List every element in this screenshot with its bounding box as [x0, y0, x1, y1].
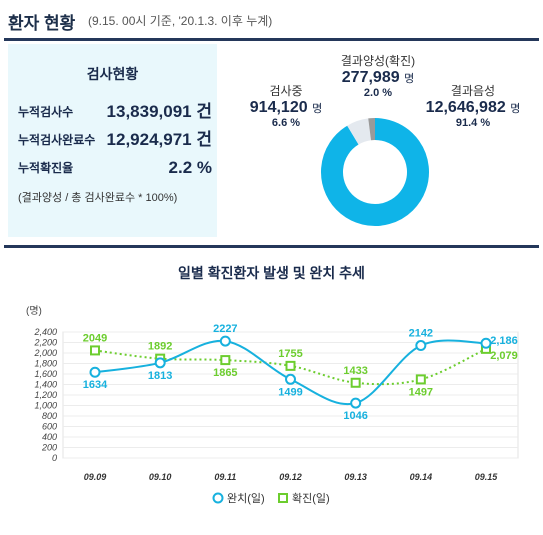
data-label-confirmed: 1892: [148, 341, 172, 353]
page-subtitle: (9.15. 00시 기준, '20.1.3. 이후 누계): [88, 14, 273, 28]
data-label-confirmed: 2049: [83, 332, 107, 344]
x-tick-label: 09.10: [149, 472, 172, 482]
negative-unit: 명: [510, 103, 521, 115]
point-recovered: [285, 373, 296, 385]
stat-row: 누적검사수 13,839,091 건: [18, 100, 212, 122]
data-label-recovered: 1046: [343, 410, 367, 422]
y-axis-label: (명): [26, 305, 42, 317]
y-tick-label: 1,400: [34, 380, 57, 390]
testing-unit: 명: [312, 103, 323, 115]
data-label-confirmed: 1497: [409, 386, 433, 398]
point-confirmed: [350, 377, 361, 388]
donut-slice-testing: [347, 118, 372, 145]
legend-label-recovered: 완치(일): [227, 491, 265, 505]
stat-value: 2.2 %: [168, 158, 212, 177]
data-label-recovered: 1499: [278, 386, 302, 398]
positive-percent: 2.0 %: [363, 87, 393, 99]
data-label-confirmed: 1433: [343, 365, 367, 377]
y-tick-label: 2,400: [33, 327, 57, 337]
x-tick-label: 09.14: [410, 472, 433, 482]
data-label-confirmed: 1865: [213, 367, 237, 379]
data-label-recovered: 2142: [409, 328, 433, 340]
stat-value: 12,924,971 건: [106, 130, 212, 149]
testing-value: 914,120: [249, 99, 308, 116]
section-divider: [4, 245, 539, 248]
test-status-panel: 검사현황 누적검사수 13,839,091 건 누적검사완료수 12,924,9…: [8, 44, 217, 237]
header: 환자 현황 (9.15. 00시 기준, '20.1.3. 이후 누계): [0, 0, 543, 40]
negative-label: 결과음성: [450, 84, 496, 98]
data-label-recovered: 2,186: [490, 335, 518, 347]
y-tick-label: 2,200: [33, 338, 57, 348]
page-title: 환자 현황: [8, 14, 76, 33]
donut-label-negative: 결과음성 12,646,982 명 91.4 %: [410, 82, 536, 129]
test-status-note: (결과양성 / 총 검사완료수 * 100%): [18, 192, 178, 204]
point-confirmed: [415, 374, 426, 385]
negative-percent: 91.4 %: [455, 117, 491, 129]
line-chart: 2,4002,2002,0001,8001,6001,4001,2001,000…: [26, 305, 519, 505]
x-tick-label: 09.13: [344, 472, 367, 482]
data-label-confirmed: 1755: [278, 348, 302, 360]
point-recovered: [480, 337, 492, 349]
stat-row: 누적확진율 2.2 %: [18, 156, 212, 178]
y-tick-label: 600: [42, 422, 57, 432]
x-tick-label: 09.09: [84, 472, 107, 482]
y-tick-label: 1,000: [34, 401, 57, 411]
top-divider: [4, 38, 539, 41]
positive-label: 결과양성(확진): [340, 54, 416, 68]
point-confirmed: [90, 345, 100, 356]
point-recovered: [350, 397, 362, 409]
y-tick-label: 1,200: [34, 390, 57, 400]
stat-value: 13,839,091 건: [106, 102, 212, 121]
point-confirmed: [220, 355, 231, 366]
legend-marker-confirmed: [278, 493, 288, 503]
data-label-confirmed: 2,079: [490, 350, 518, 362]
positive-value: 277,989: [341, 69, 400, 86]
y-tick-label: 0: [52, 453, 57, 463]
donut-area: 검사중 914,120 명 6.6 % 결과양성(확진) 277,989 명 2…: [218, 44, 539, 237]
line-chart-panel: 2,400 2,200 2,000 1,800 1,600 1,400 1,200 1,000…: [8, 292, 539, 531]
point-recovered: [154, 357, 166, 369]
donut-label-positive: 결과양성(확진) 277,989 명 2.0 %: [313, 52, 443, 99]
data-label-recovered: 1813: [148, 370, 172, 382]
stat-label: 누적확진율: [18, 161, 74, 175]
point-recovered: [415, 340, 427, 352]
y-tick-label: 200: [41, 443, 57, 453]
chart-title: 일별 확진환자 발생 및 완치 추세: [178, 265, 365, 281]
test-status-title: 검사현황: [86, 66, 139, 82]
testing-label: 검사중: [269, 84, 303, 98]
y-tick-label: 800: [42, 411, 57, 421]
point-confirmed: [285, 360, 296, 371]
data-label-recovered: 2227: [213, 323, 237, 335]
stat-label: 누적검사완료수: [18, 133, 96, 147]
testing-percent: 6.6 %: [271, 117, 301, 129]
donut-chart: [321, 118, 429, 226]
y-tick-label: 2,000: [33, 348, 57, 358]
y-tick-label: 1,600: [34, 369, 57, 379]
point-recovered: [219, 335, 231, 347]
point-recovered: [89, 366, 101, 378]
legend-label-confirmed: 확진(일): [292, 491, 330, 505]
x-tick-label: 09.15: [475, 472, 499, 482]
donut-label-testing: 검사중 914,120 명 6.6 %: [236, 82, 336, 129]
legend-marker-recovered: [212, 492, 224, 504]
stat-row: 누적검사완료수 12,924,971 건: [18, 128, 212, 150]
y-tick-label: 1,800: [34, 359, 57, 369]
donut-slice-negative: [321, 118, 429, 226]
x-tick-label: 09.12: [279, 472, 302, 482]
data-label-recovered: 1634: [83, 379, 108, 391]
x-tick-label: 09.11: [214, 472, 236, 482]
negative-value: 12,646,982: [425, 99, 506, 116]
y-tick-label: 400: [42, 432, 57, 442]
positive-unit: 명: [404, 73, 415, 85]
stat-label: 누적검사수: [18, 105, 74, 119]
